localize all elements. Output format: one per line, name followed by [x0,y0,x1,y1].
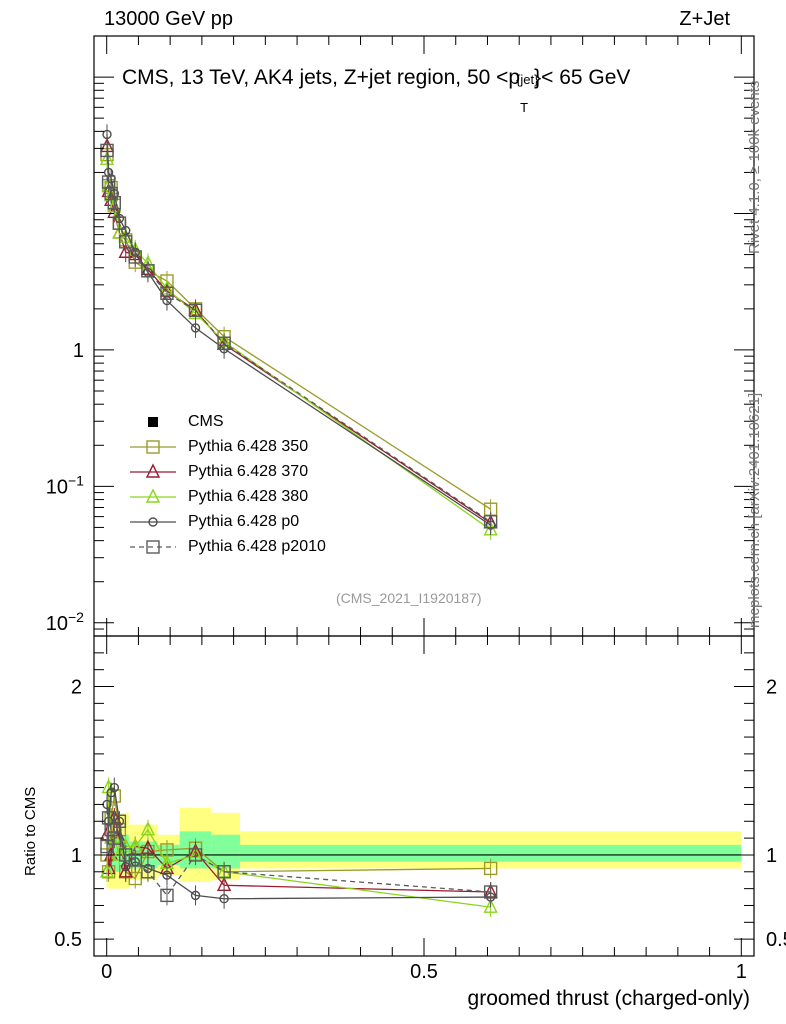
legend-symbol-p0 [130,517,176,527]
main-series-p2010 [100,140,498,532]
energy-label: 13000 GeV pp [104,8,233,30]
ratio-y-tick-label-left-2: 2 [71,677,82,699]
main-point-p2010-0 [100,143,114,158]
x-tick-label-2: 1 [736,961,747,983]
x-axis-label: groomed thrust (charged-only) [467,987,750,1010]
main-point-p2010-10 [217,336,231,350]
ratio-y-tick-label-left-0: 0.5 [54,929,82,951]
title-end: }< 65 GeV [534,66,631,89]
legend-label-p380: Pythia 6.428 380 [188,488,309,505]
ratio-point-p380-0 [99,863,115,878]
ratio-point-p0-3 [109,782,120,793]
legend-label-p350: Pythia 6.428 350 [188,438,309,455]
x-tick-label-0: 0 [101,961,112,983]
main-point-p2010-9 [188,303,203,318]
main-point-p2010-11 [483,515,498,529]
ratio-point-p350-11 [483,861,498,876]
legend-symbol-cms [148,417,158,427]
ratio-y-tick-label-left-1: 1 [71,845,82,867]
legend-item-p370: Pythia 6.428 370 [128,460,388,485]
rivet-label: Rivet 4.1.0, ≥ 100k events [746,80,763,254]
ratio-y-tick-label-right-1: 1 [766,845,777,867]
legend-marker-p0 [148,517,158,527]
ratio-point-p2010-3 [107,831,122,845]
process-label: Z+Jet [679,8,730,30]
legend-symbol-p350 [130,440,176,454]
legend-marker-p370 [145,463,161,478]
main-point-p0-9 [190,323,201,333]
legend-item-p0: Pythia 6.428 p0 [128,510,388,535]
ratio-point-p2010-7 [141,865,155,879]
legend-label-p2010: Pythia 6.428 p2010 [188,538,326,555]
main-y-tick-label-0: 1 [73,340,84,362]
legend-item-p350: Pythia 6.428 350 [128,435,388,460]
ratio-point-p0-9 [190,890,201,901]
ratio-point-p0-2 [106,787,116,798]
ratio-point-p380-7 [140,821,156,836]
title-sub: T [520,100,529,115]
ratio-point-p370-2 [104,846,119,861]
legend-marker-p350 [146,440,160,454]
legend-label-p0: Pythia 6.428 p0 [188,513,300,530]
ratio-plot-frame [93,635,755,957]
ratio-point-p2010-5 [119,848,133,862]
main-y-tick-label-exp-2: −2 [68,609,84,625]
ratio-band-green-4 [211,834,240,869]
legend-symbol-p380 [130,488,176,503]
main-point-p380-0 [99,150,115,165]
main-point-p2010-4 [112,216,127,230]
ratio-band-green-5 [239,844,742,862]
main-y-tick-label-exp-1: −1 [68,472,84,488]
legend-marker-p380 [145,488,161,503]
main-point-p2010-3 [107,195,122,210]
ratio-point-p370-7 [140,839,156,854]
legend-item-p380: Pythia 6.428 380 [128,485,388,510]
mcplots-label: mcplots.cern.ch [arXiv:2401.10621] [746,392,763,628]
main-point-p2010-8 [160,286,174,301]
ratio-point-p2010-2 [104,822,118,837]
ratio-point-p0-8 [162,870,172,880]
ratio-y-tick-label-right-0: 0.5 [766,929,786,951]
main-y-tick-label-2: 10 [46,613,68,635]
ratio-series-p2010 [100,807,498,906]
main-y-tick-label-1: 10 [46,476,68,498]
ratio-point-p2010-10 [217,865,231,879]
main-point-p2010-5 [119,235,133,249]
legend-symbol-p370 [130,463,176,478]
legend-symbol-p2010 [130,540,176,554]
plot-title: CMS, 13 TeV, AK4 jets, Z+jet region, 50 … [122,66,631,115]
legend-label-cms: CMS [188,413,224,430]
ratio-point-p2010-6 [128,853,142,867]
main-point-p0-0 [102,129,112,140]
main-point-p2010-7 [141,264,155,278]
ratio-point-p2010-0 [100,839,114,854]
legend-item-cms: CMS [128,410,388,435]
analysis-id: (CMS_2021_I1920187) [336,590,482,606]
main-point-p2010-2 [104,186,118,201]
main-point-p2010-6 [128,250,142,264]
legend-label-p370: Pythia 6.428 370 [188,463,309,480]
ratio-point-p380-11 [483,898,498,913]
ratio-point-p2010-9 [188,848,203,862]
ratio-point-p350-6 [128,871,142,886]
ratio-point-p2010-8 [160,888,174,903]
legend-marker-data [148,417,158,427]
ratio-y-tick-label-right-2: 2 [766,677,777,699]
ratio-y-axis-label: Ratio to CMS [22,786,39,876]
ratio-point-p2010-4 [112,814,127,828]
title-sup: {jet} [516,72,539,87]
legend-item-p2010: Pythia 6.428 p2010 [128,535,388,560]
legend-marker-p2010 [146,540,160,554]
x-tick-label-1: 0.5 [410,961,438,983]
legend: CMS Pythia 6.428 350 Pythia 6.428 370 Py… [128,410,388,560]
ratio-point-p0-10 [219,894,229,904]
ratio-point-p2010-11 [483,885,498,899]
title-main: CMS, 13 TeV, AK4 jets, Z+jet region, 50 … [122,66,521,89]
ratio-point-p370-5 [118,863,133,878]
